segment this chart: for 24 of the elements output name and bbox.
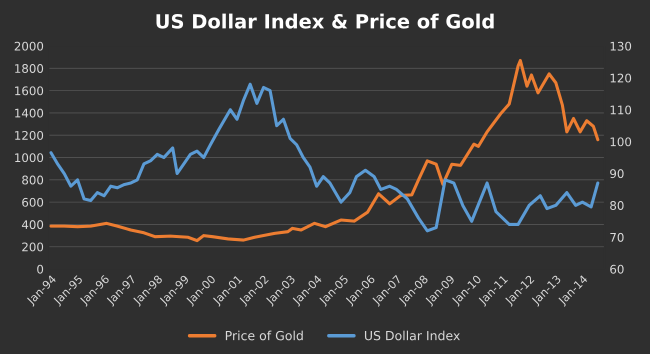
y2-tick-label: 70 bbox=[610, 232, 624, 242]
y-tick-label: 1400 bbox=[15, 108, 44, 118]
line-series bbox=[49, 58, 600, 242]
y2-tick-label: 120 bbox=[610, 74, 632, 83]
y-tick-label: 1600 bbox=[15, 86, 44, 96]
y-tick-label: 1000 bbox=[15, 153, 44, 162]
y2-tick-label: 110 bbox=[610, 105, 632, 114]
y2-tick-label: 90 bbox=[610, 169, 624, 178]
y-tick-label: 600 bbox=[22, 198, 44, 207]
y2-tick-label: 100 bbox=[610, 137, 632, 146]
y2-tick-label: 80 bbox=[610, 201, 624, 210]
line-series bbox=[49, 82, 600, 232]
legend-label: US Dollar Index bbox=[364, 330, 460, 340]
y-tick-label: 200 bbox=[22, 242, 44, 252]
y-tick-label: 400 bbox=[22, 220, 44, 230]
y-tick-label: 1800 bbox=[15, 64, 44, 73]
y2-tick-label: 130 bbox=[610, 42, 632, 51]
y2-tick-label: 60 bbox=[610, 264, 624, 274]
chart-title: US Dollar Index & Price of Gold bbox=[156, 14, 494, 29]
y-tick-label: 800 bbox=[22, 176, 44, 184]
y-tick-label: 1200 bbox=[15, 130, 44, 140]
legend-label: Price of Gold bbox=[226, 330, 303, 340]
y-tick-label: 0 bbox=[37, 264, 44, 274]
y-tick-label: 2000 bbox=[14, 42, 44, 51]
